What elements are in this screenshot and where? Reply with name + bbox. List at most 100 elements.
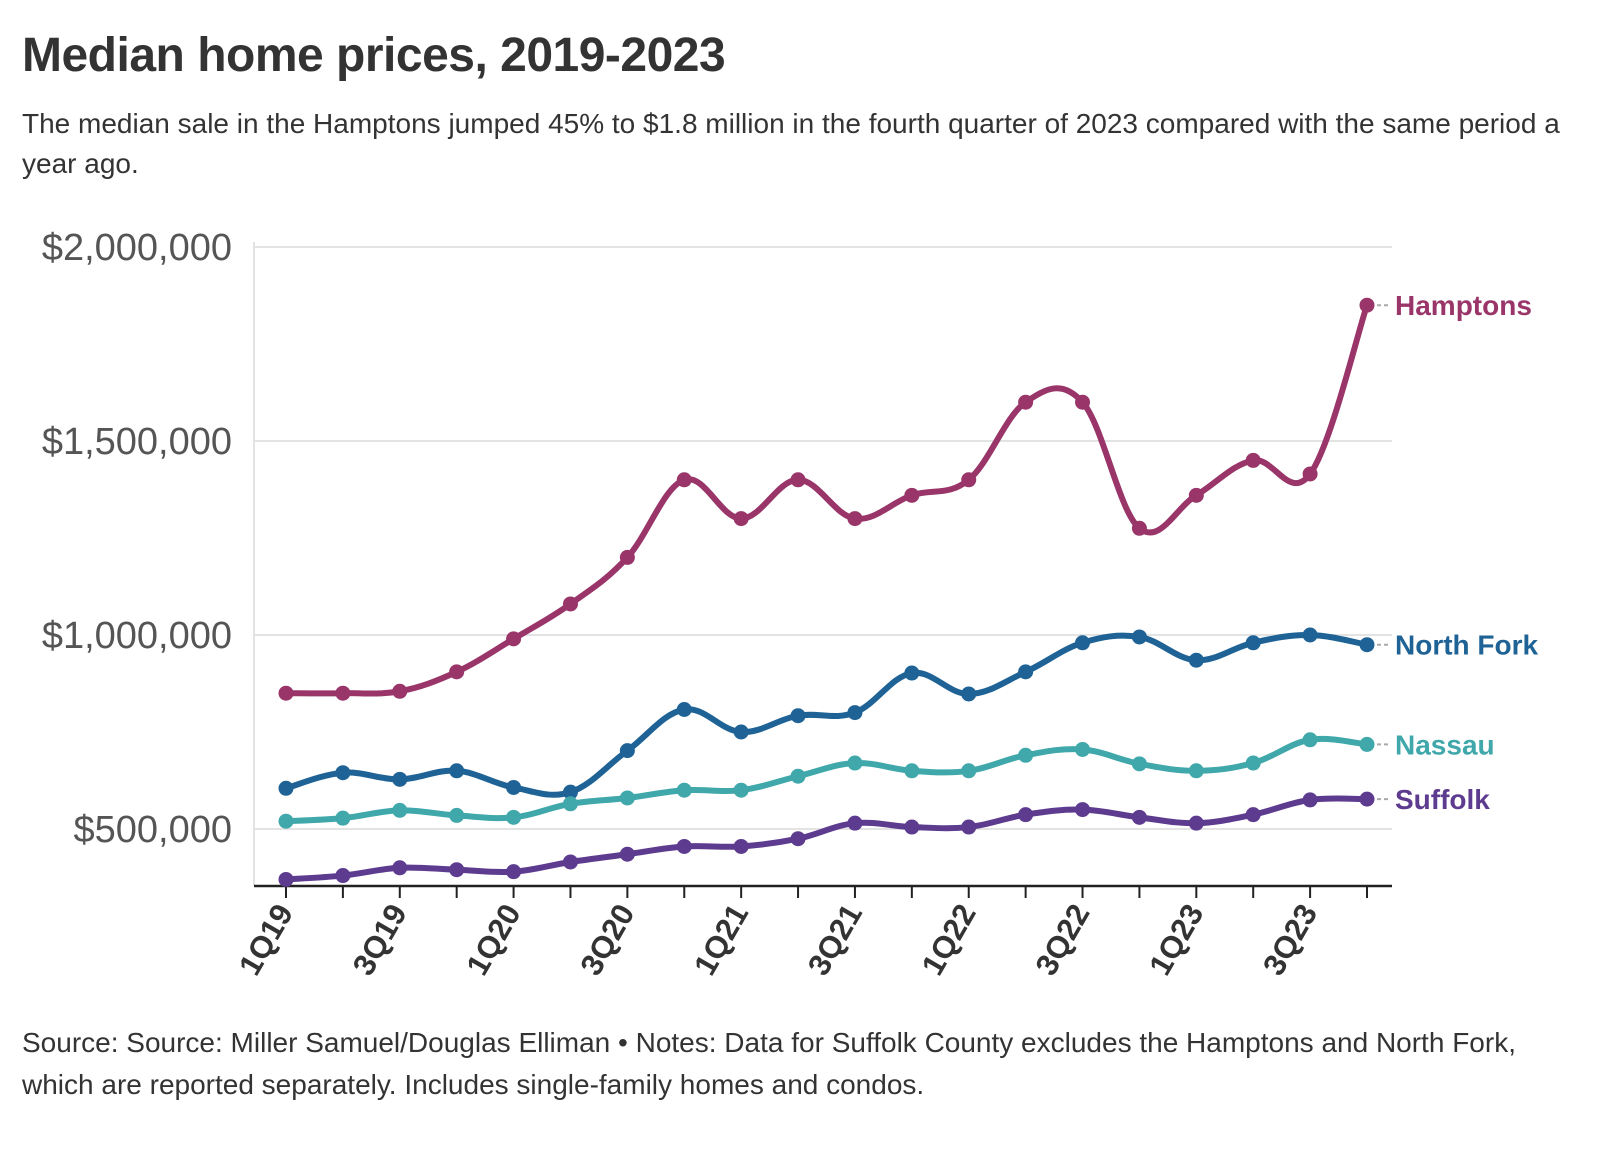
data-point[interactable] <box>1018 394 1034 410</box>
data-point[interactable] <box>961 763 977 779</box>
data-point[interactable] <box>1018 664 1034 680</box>
data-point[interactable] <box>392 771 408 787</box>
data-point[interactable] <box>790 768 806 784</box>
data-point[interactable] <box>449 807 465 823</box>
data-point[interactable] <box>506 864 522 880</box>
series-labels: Hamptons North Fork Nassau Suffolk <box>1377 290 1539 815</box>
data-point[interactable] <box>1188 652 1204 668</box>
data-point[interactable] <box>1245 452 1261 468</box>
data-point[interactable] <box>506 779 522 795</box>
data-point[interactable] <box>847 815 863 831</box>
series-label-north-fork: North Fork <box>1395 630 1539 661</box>
data-point[interactable] <box>676 838 692 854</box>
data-point[interactable] <box>790 472 806 488</box>
data-point[interactable] <box>1075 802 1091 818</box>
data-point[interactable] <box>449 763 465 779</box>
series-north-fork <box>278 627 1375 800</box>
data-point[interactable] <box>278 685 294 701</box>
data-point[interactable] <box>1188 763 1204 779</box>
data-point[interactable] <box>904 665 920 681</box>
series-line-suffolk <box>283 795 1370 883</box>
data-point[interactable] <box>335 868 351 884</box>
x-tick-label: 1Q22 <box>915 898 983 981</box>
data-point[interactable] <box>676 782 692 798</box>
data-point[interactable] <box>1075 635 1091 651</box>
x-tick-label: 3Q22 <box>1028 898 1096 981</box>
data-point[interactable] <box>562 596 578 612</box>
data-point[interactable] <box>335 685 351 701</box>
data-point[interactable] <box>733 724 749 740</box>
data-point[interactable] <box>847 755 863 771</box>
data-point[interactable] <box>1359 637 1375 653</box>
data-point[interactable] <box>961 686 977 702</box>
data-point[interactable] <box>278 813 294 829</box>
data-point[interactable] <box>1245 807 1261 823</box>
data-point[interactable] <box>1359 791 1375 807</box>
data-point[interactable] <box>904 487 920 503</box>
series-label-hamptons: Hamptons <box>1395 290 1532 321</box>
data-point[interactable] <box>278 871 294 887</box>
data-point[interactable] <box>1075 741 1091 757</box>
data-point[interactable] <box>847 511 863 527</box>
data-point[interactable] <box>733 782 749 798</box>
data-point[interactable] <box>733 511 749 527</box>
data-point[interactable] <box>961 472 977 488</box>
data-point[interactable] <box>1075 394 1091 410</box>
data-point[interactable] <box>790 708 806 724</box>
source-note: Source: Source: Miller Samuel/Douglas El… <box>22 1027 1516 1100</box>
x-tick-label: 1Q20 <box>459 898 527 981</box>
data-point[interactable] <box>1131 809 1147 825</box>
data-point[interactable] <box>506 809 522 825</box>
data-point[interactable] <box>278 780 294 796</box>
data-point[interactable] <box>619 790 635 806</box>
data-point[interactable] <box>1245 755 1261 771</box>
data-point[interactable] <box>1018 747 1034 763</box>
series-label-suffolk: Suffolk <box>1395 784 1490 815</box>
data-point[interactable] <box>1131 629 1147 645</box>
data-point[interactable] <box>676 472 692 488</box>
data-point[interactable] <box>1302 792 1318 808</box>
data-point[interactable] <box>392 683 408 699</box>
series-hamptons <box>278 297 1375 701</box>
x-tick-label: 1Q21 <box>687 898 755 981</box>
data-point[interactable] <box>392 860 408 876</box>
data-point[interactable] <box>449 664 465 680</box>
data-point[interactable] <box>1359 297 1375 313</box>
data-point[interactable] <box>1245 635 1261 651</box>
line-chart: $500,000 $1,000,000 $1,500,000 $2,000,000 1… <box>42 227 1539 981</box>
series-lines <box>278 297 1375 887</box>
data-point[interactable] <box>506 631 522 647</box>
gridlines: $500,000 $1,000,000 $1,500,000 $2,000,000 <box>42 227 1392 851</box>
data-point[interactable] <box>1018 807 1034 823</box>
data-point[interactable] <box>619 846 635 862</box>
data-point[interactable] <box>619 743 635 759</box>
series-nassau <box>278 732 1375 829</box>
data-point[interactable] <box>733 838 749 854</box>
data-point[interactable] <box>335 765 351 781</box>
data-point[interactable] <box>904 763 920 779</box>
data-point[interactable] <box>676 701 692 717</box>
data-point[interactable] <box>1131 520 1147 536</box>
data-point[interactable] <box>619 549 635 565</box>
data-point[interactable] <box>392 802 408 818</box>
x-tick-label: 1Q19 <box>232 898 300 981</box>
series-suffolk <box>278 791 1375 887</box>
data-point[interactable] <box>790 831 806 847</box>
data-point[interactable] <box>1188 815 1204 831</box>
data-point[interactable] <box>904 819 920 835</box>
data-point[interactable] <box>847 705 863 721</box>
data-point[interactable] <box>1302 732 1318 748</box>
data-point[interactable] <box>335 810 351 826</box>
data-point[interactable] <box>1302 627 1318 643</box>
series-label-nassau: Nassau <box>1395 729 1495 760</box>
data-point[interactable] <box>562 796 578 812</box>
data-point[interactable] <box>562 854 578 870</box>
data-point[interactable] <box>1359 736 1375 752</box>
data-point[interactable] <box>562 784 578 800</box>
data-point[interactable] <box>1188 487 1204 503</box>
data-point[interactable] <box>1131 756 1147 772</box>
data-point[interactable] <box>449 862 465 878</box>
data-point[interactable] <box>1302 466 1318 482</box>
data-point[interactable] <box>961 819 977 835</box>
x-tick-label: 3Q19 <box>346 898 414 981</box>
